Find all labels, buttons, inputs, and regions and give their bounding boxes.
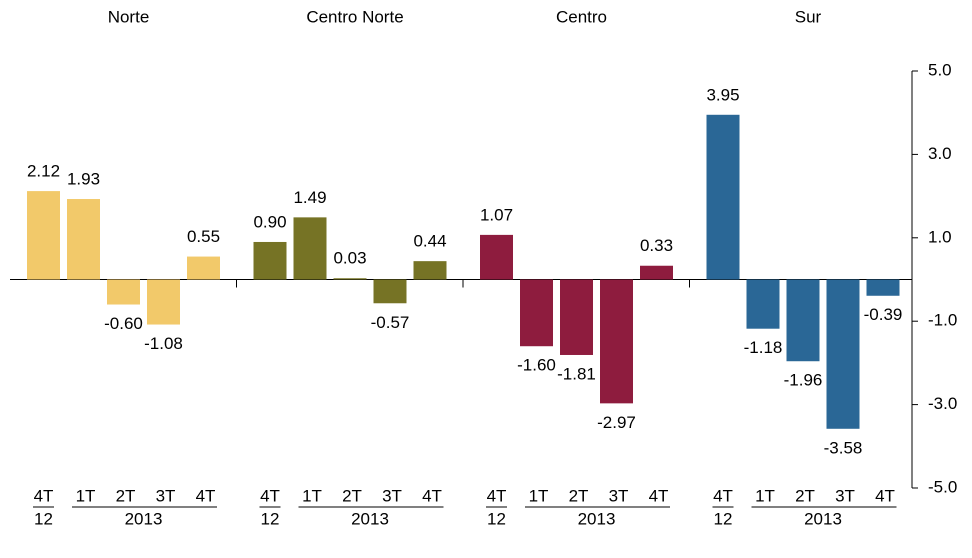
- bar: [520, 279, 553, 347]
- value-label: -1.08: [144, 334, 183, 353]
- x-tick-label: 3T: [609, 486, 629, 505]
- bar: [746, 279, 780, 329]
- value-label: 3.95: [706, 85, 739, 104]
- x-tick-label: 1T: [755, 486, 775, 505]
- value-label: -1.60: [517, 356, 556, 375]
- bar: [560, 279, 593, 355]
- bar: [600, 279, 633, 404]
- value-label: 1.93: [67, 170, 100, 189]
- value-label: -0.39: [864, 305, 903, 324]
- value-label: 0.55: [187, 227, 220, 246]
- value-label: 0.33: [640, 236, 673, 255]
- panel-title: Norte: [108, 7, 150, 26]
- x-tick-label: 4T: [422, 486, 442, 505]
- bar: [706, 114, 740, 280]
- value-label: -2.97: [597, 413, 636, 432]
- year-label: 2013: [125, 509, 163, 528]
- bar: [373, 279, 407, 304]
- year-label: 2013: [804, 509, 842, 528]
- value-label: -1.81: [557, 364, 596, 383]
- year-label: 2013: [578, 509, 616, 528]
- bar: [480, 234, 513, 280]
- bar: [27, 191, 60, 280]
- bar: [107, 279, 140, 305]
- x-tick-label: 1T: [529, 486, 549, 505]
- bar: [187, 256, 220, 280]
- bar: [826, 279, 860, 429]
- x-tick-label: 3T: [835, 486, 855, 505]
- x-tick-label: 4T: [196, 486, 216, 505]
- bar: [293, 217, 327, 280]
- year-label: 12: [487, 509, 506, 528]
- bar: [253, 241, 287, 280]
- value-label: -1.18: [744, 338, 783, 357]
- year-label: 12: [34, 509, 53, 528]
- year-label: 12: [261, 509, 280, 528]
- value-label: 1.07: [480, 205, 513, 224]
- x-tick-label: 4T: [875, 486, 895, 505]
- x-tick-label: 4T: [713, 486, 733, 505]
- x-tick-label: 1T: [76, 486, 96, 505]
- x-tick-label: 4T: [649, 486, 669, 505]
- value-label: 1.49: [293, 188, 326, 207]
- value-label: -0.60: [104, 314, 143, 333]
- panel-title: Centro: [556, 7, 607, 26]
- x-tick-label: 2T: [569, 486, 589, 505]
- bar: [333, 278, 367, 280]
- year-label: 12: [714, 509, 733, 528]
- x-tick-label: 4T: [487, 486, 507, 505]
- y-tick-label: -5.0: [928, 477, 957, 496]
- value-label: 0.03: [333, 249, 366, 268]
- bar: [786, 279, 820, 362]
- value-label: 2.12: [27, 162, 60, 181]
- value-label: -1.96: [784, 371, 823, 390]
- y-tick-label: -3.0: [928, 394, 957, 413]
- y-tick-label: 3.0: [928, 144, 952, 163]
- value-label: 0.90: [253, 212, 286, 231]
- x-tick-label: 3T: [382, 486, 402, 505]
- bar: [640, 265, 673, 280]
- y-tick-label: -1.0: [928, 311, 957, 330]
- panel-title: Centro Norte: [306, 7, 403, 26]
- x-tick-label: 2T: [116, 486, 136, 505]
- value-label: 0.44: [413, 232, 446, 251]
- year-label: 2013: [351, 509, 389, 528]
- value-label: -3.58: [824, 438, 863, 457]
- x-tick-label: 4T: [260, 486, 280, 505]
- x-tick-label: 4T: [34, 486, 54, 505]
- x-tick-label: 1T: [302, 486, 322, 505]
- x-tick-label: 3T: [156, 486, 176, 505]
- value-label: -0.57: [371, 313, 410, 332]
- bar: [147, 279, 180, 325]
- bar: [67, 199, 100, 280]
- x-tick-label: 2T: [342, 486, 362, 505]
- y-tick-label: 5.0: [928, 60, 952, 79]
- x-tick-label: 2T: [795, 486, 815, 505]
- y-tick-label: 1.0: [928, 227, 952, 246]
- panel-title: Sur: [795, 7, 822, 26]
- bar: [866, 279, 900, 296]
- bar: [413, 261, 447, 280]
